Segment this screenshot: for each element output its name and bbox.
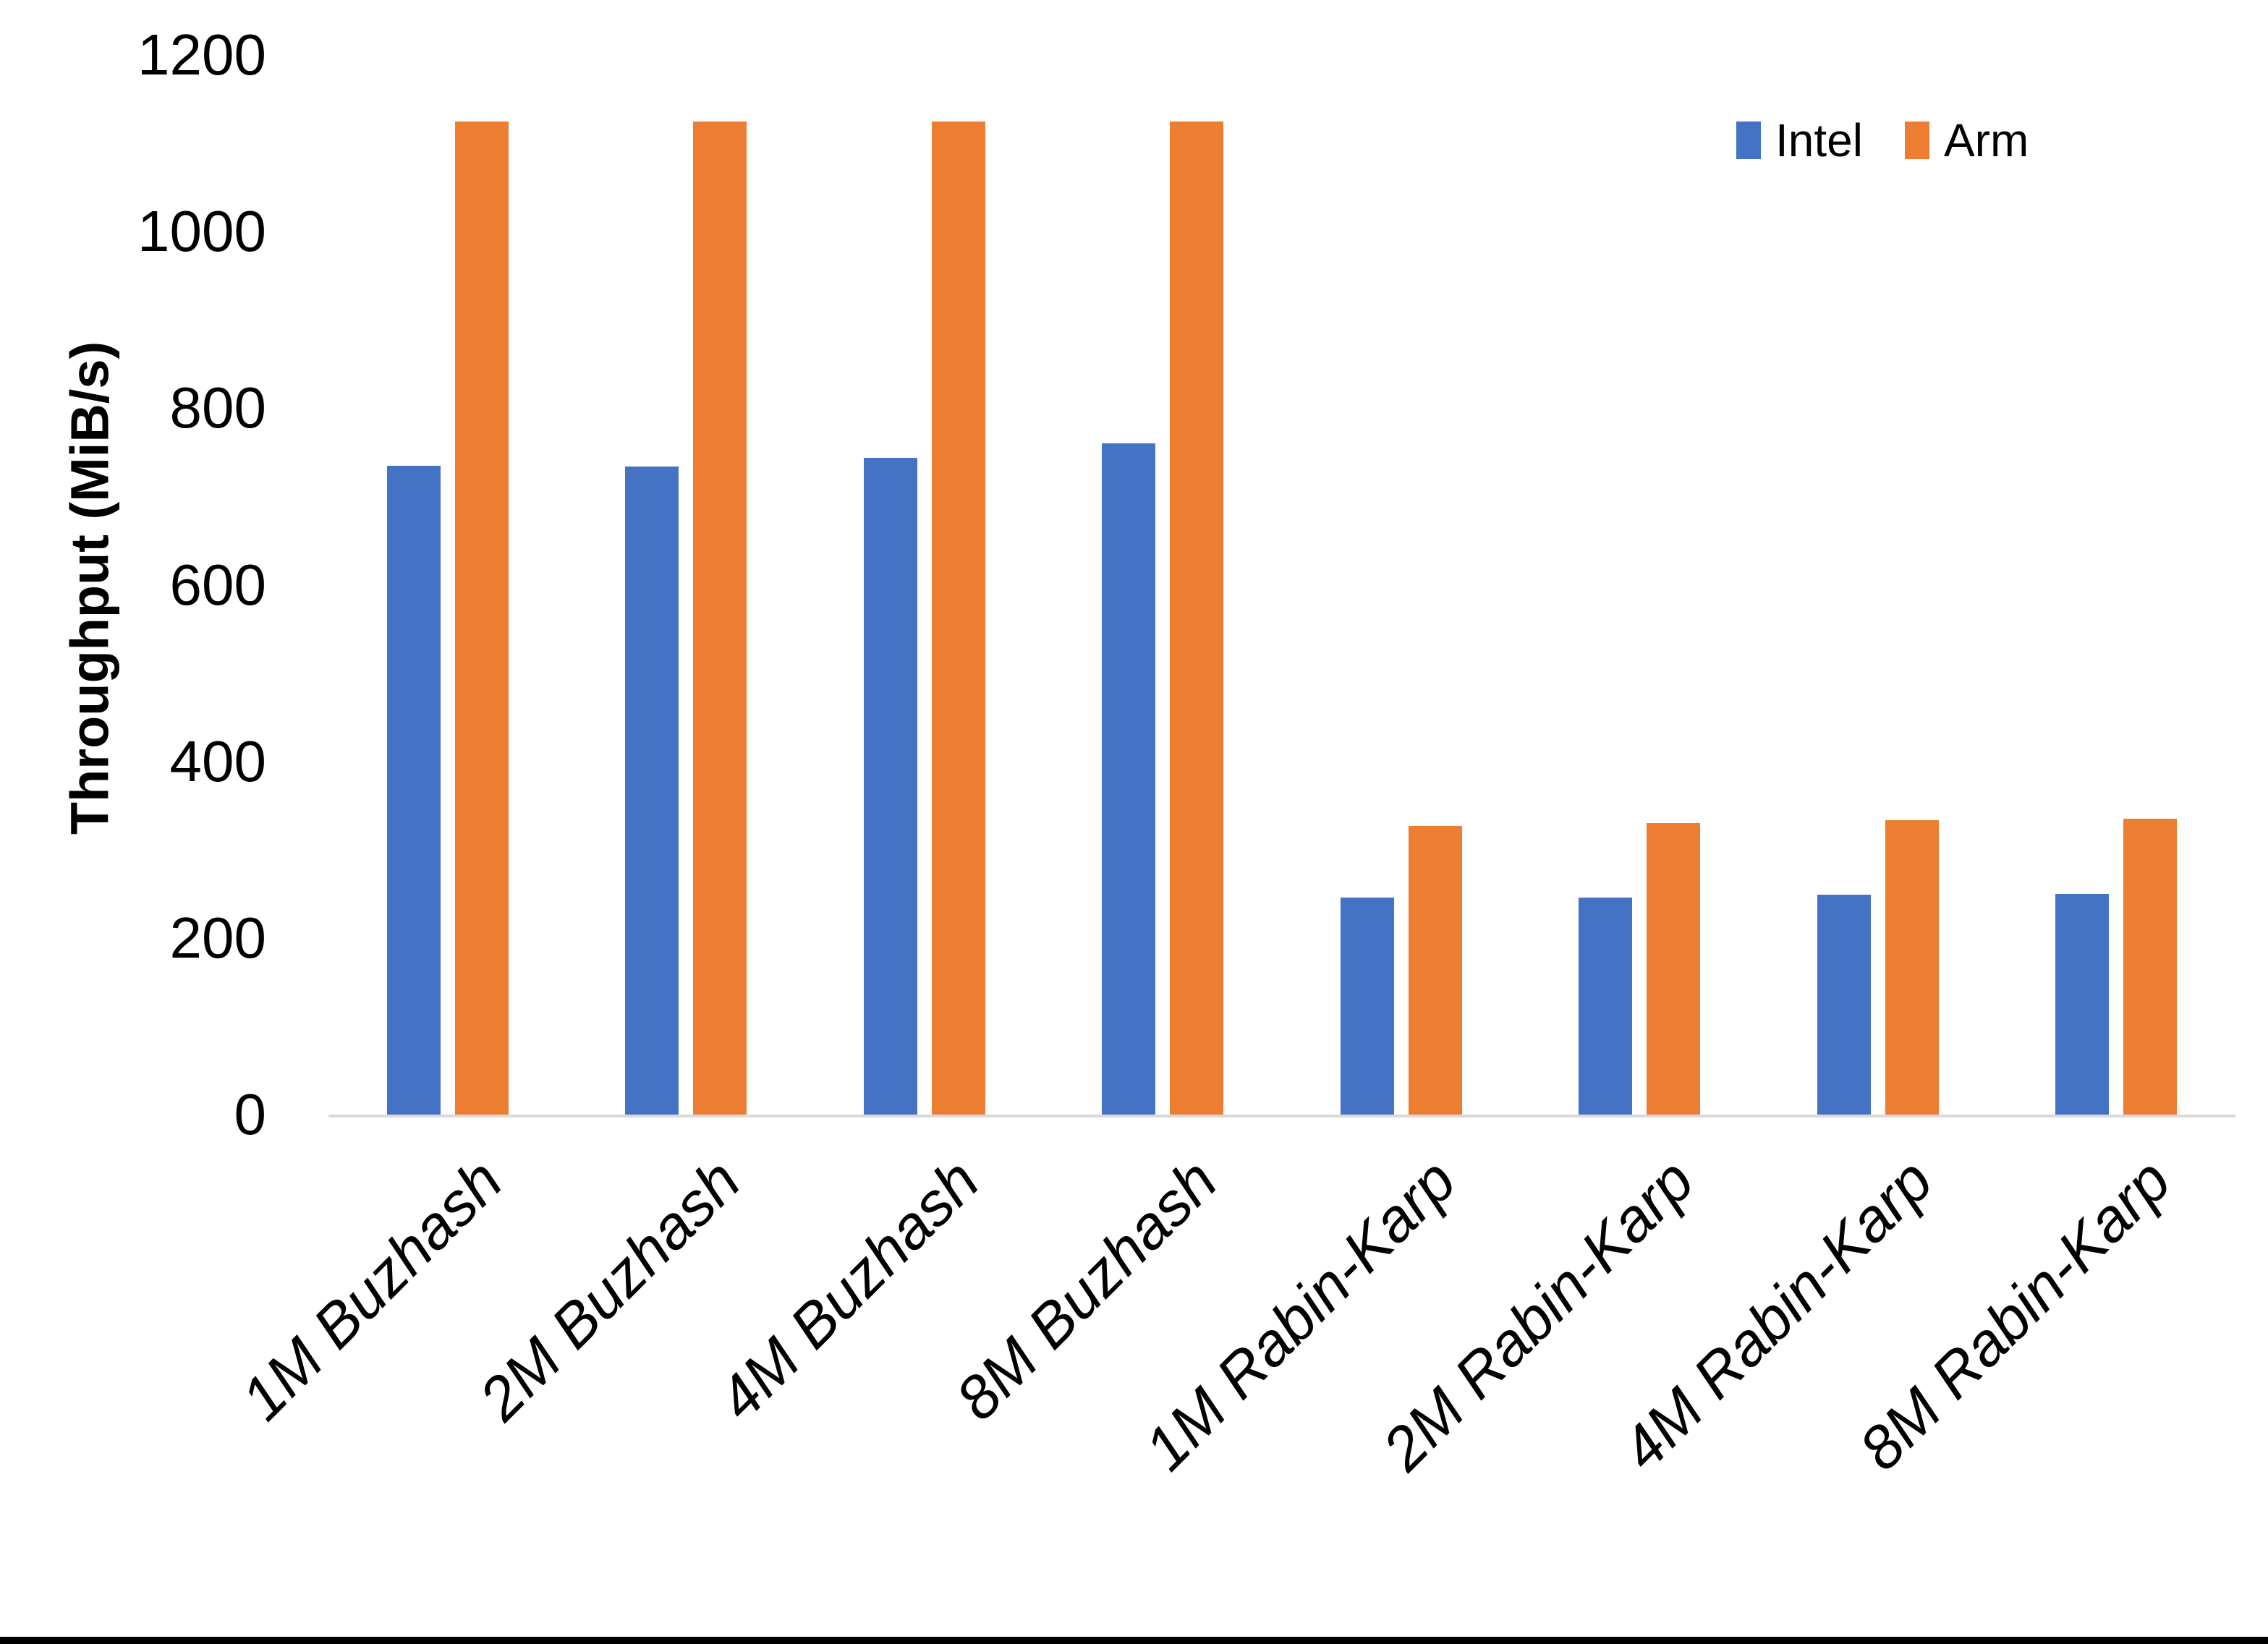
legend: Intel Arm [1736, 117, 2029, 163]
bar-group [1044, 55, 1283, 1115]
bar-group [1282, 55, 1521, 1115]
intel-legend-swatch-icon [1736, 122, 1761, 159]
intel-bar [863, 458, 917, 1115]
y-tick-label: 200 [169, 905, 266, 970]
intel-bar [1817, 895, 1871, 1115]
screenshot-bottom-edge [0, 1637, 2268, 1644]
bar-group [805, 55, 1044, 1115]
arm-bar [1647, 823, 1701, 1115]
y-tick-label: 0 [234, 1082, 267, 1146]
bar-group [1759, 55, 1997, 1115]
intel-bar [1579, 898, 1633, 1115]
y-tick-label: 600 [169, 552, 266, 617]
bar-group [1521, 55, 1759, 1115]
legend-label: Intel [1775, 114, 1863, 166]
legend-item-arm: Arm [1904, 114, 2029, 166]
arm-legend-swatch-icon [1904, 122, 1929, 159]
bar-group [567, 55, 806, 1115]
arm-bar [693, 122, 747, 1115]
y-tick-label: 400 [169, 728, 266, 793]
bar-group [1997, 55, 2236, 1115]
arm-bar [2123, 819, 2178, 1115]
intel-bar [1102, 443, 1156, 1115]
y-tick-label: 1000 [137, 199, 266, 264]
arm-bar [1408, 826, 1462, 1115]
arm-bar [1885, 820, 1939, 1115]
plot-area [328, 55, 2235, 1117]
y-tick-label: 800 [169, 375, 266, 440]
intel-bar [2055, 894, 2110, 1115]
intel-bar [1340, 898, 1394, 1115]
arm-bar [1170, 122, 1224, 1115]
legend-label: Arm [1943, 114, 2029, 166]
arm-bar [454, 122, 509, 1115]
bar-group [328, 55, 567, 1115]
intel-bar [386, 466, 441, 1115]
y-tick-label: 1200 [137, 22, 266, 87]
intel-bar [625, 467, 679, 1115]
legend-item-intel: Intel [1736, 117, 1863, 163]
arm-bar [931, 122, 985, 1115]
